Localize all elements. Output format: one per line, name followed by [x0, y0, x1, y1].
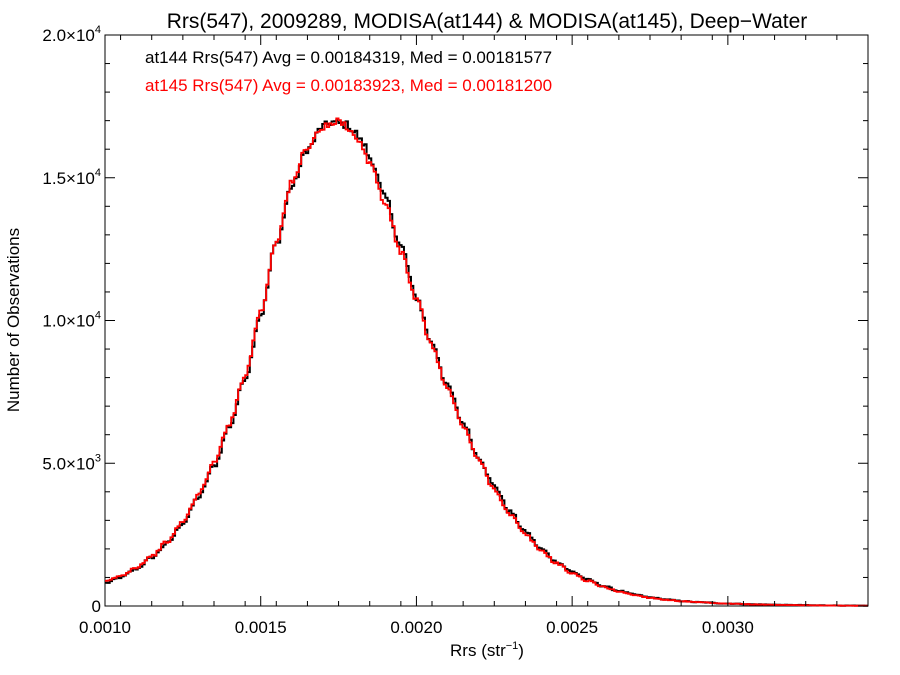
plot-frame — [104, 34, 869, 607]
y-tick-label: 0 — [92, 597, 101, 616]
y-tick-exponent: 4 — [95, 167, 101, 179]
x-axis-title-exponent: −1 — [506, 640, 519, 652]
y-tick-label: 1.5×104 — [42, 167, 101, 188]
y-tick-exponent: 4 — [95, 310, 101, 322]
y-tick-mantissa: 1.0×10 — [42, 312, 94, 331]
x-axis-title-main: Rrs (str — [450, 641, 506, 660]
x-axis-title-suffix: ) — [518, 641, 524, 660]
y-tick-mantissa: 1.5×10 — [42, 169, 94, 188]
y-tick-label: 1.0×104 — [42, 310, 101, 331]
histogram-series-at145 — [105, 117, 868, 607]
x-tick-label: 0.0010 — [79, 618, 131, 637]
x-tick-label: 0.0025 — [546, 618, 598, 637]
x-tick-label: 0.0020 — [390, 618, 442, 637]
x-tick-label: 0.0015 — [235, 618, 287, 637]
histogram-series-at144 — [105, 119, 868, 607]
y-tick-mantissa: 2.0×10 — [42, 26, 94, 45]
y-tick-label: 2.0×104 — [42, 24, 101, 45]
y-tick-mantissa: 0 — [92, 597, 101, 616]
x-tick-label: 0.0030 — [702, 618, 754, 637]
x-axis-title: Rrs (str−1) — [450, 640, 524, 660]
y-tick-exponent: 4 — [95, 24, 101, 36]
y-tick-mantissa: 5.0×10 — [42, 454, 94, 473]
series-layer — [105, 117, 868, 607]
y-tick-exponent: 3 — [95, 452, 101, 464]
y-axis-title: Number of Observations — [4, 228, 23, 412]
legend-entry-at144: at144 Rrs(547) Avg = 0.00184319, Med = 0… — [145, 48, 552, 67]
axis-ticks: 0.0010 0.0015 0.0020 0.0025 0.0030 0 5.0×103 1.… — [42, 24, 869, 637]
y-tick-label: 5.0×103 — [42, 452, 101, 473]
legend-entry-at145: at145 Rrs(547) Avg = 0.00183923, Med = 0… — [145, 76, 552, 95]
chart-title: Rrs(547), 2009289, MODISA(at144) & MODIS… — [167, 10, 808, 33]
